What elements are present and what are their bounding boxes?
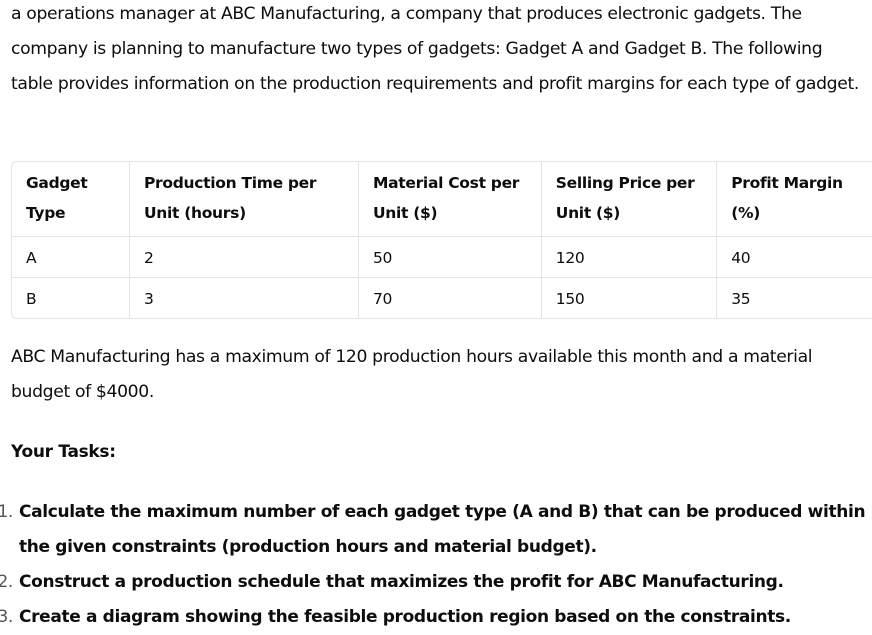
cell-material-cost: 50 — [358, 237, 542, 278]
list-item: 1. Calculate the maximum number of each … — [0, 495, 872, 565]
header-gadget-type: Gadget Type — [12, 162, 130, 237]
header-selling-price: Selling Price per Unit ($) — [541, 162, 718, 237]
cell-profit-margin: 40 — [717, 237, 872, 278]
cell-selling-price: 120 — [541, 237, 718, 278]
list-item: 2. Construct a production schedule that … — [0, 565, 872, 600]
cell-material-cost: 70 — [359, 278, 542, 318]
header-profit-margin: Profit Margin (%) — [717, 162, 872, 237]
table-row: A 2 50 120 40 — [12, 237, 872, 278]
table-row: B 3 70 150 35 — [12, 278, 872, 318]
tasks-list: 1. Calculate the maximum number of each … — [0, 495, 872, 635]
cell-production-time: 2 — [129, 237, 359, 278]
list-item-text: Create a diagram showing the feasible pr… — [19, 607, 791, 627]
list-item-number: 1. — [0, 502, 13, 522]
cell-profit-margin: 35 — [717, 278, 872, 318]
cell-gadget-type: B — [12, 278, 130, 318]
list-item-number: 3. — [0, 607, 13, 627]
constraints-paragraph: ABC Manufacturing has a maximum of 120 p… — [11, 347, 813, 402]
cell-production-time: 3 — [130, 278, 359, 318]
cell-gadget-type: A — [12, 237, 130, 278]
tasks-heading: Your Tasks: — [11, 442, 116, 462]
list-item-text: Construct a production schedule that max… — [19, 572, 784, 592]
table-header-row: Gadget Type Production Time per Unit (ho… — [12, 162, 872, 237]
intro-paragraph: a operations manager at ABC Manufacturin… — [11, 4, 859, 94]
header-material-cost: Material Cost per Unit ($) — [358, 162, 542, 237]
header-production-time: Production Time per Unit (hours) — [129, 162, 359, 237]
list-item: 3. Create a diagram showing the feasible… — [0, 600, 872, 635]
list-item-text: Calculate the maximum number of each gad… — [19, 502, 866, 557]
production-table: Gadget Type Production Time per Unit (ho… — [11, 161, 872, 319]
list-item-number: 2. — [0, 572, 13, 592]
cell-selling-price: 150 — [542, 278, 718, 318]
